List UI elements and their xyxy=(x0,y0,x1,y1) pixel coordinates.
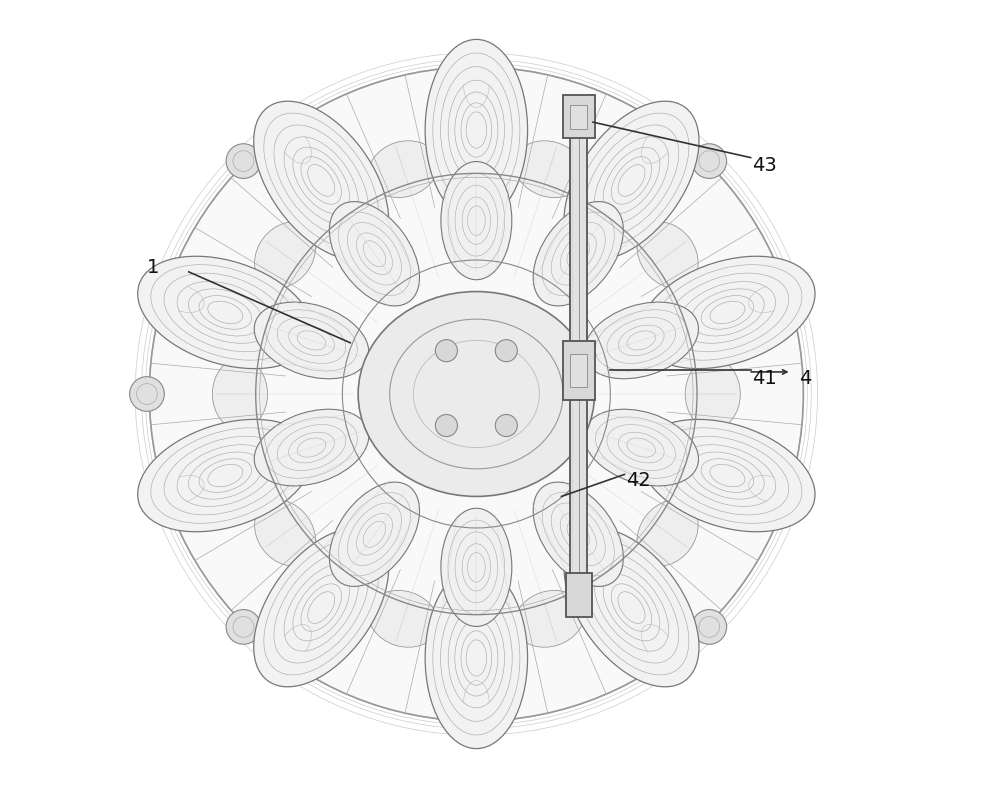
Ellipse shape xyxy=(441,162,512,280)
Ellipse shape xyxy=(640,256,815,369)
Ellipse shape xyxy=(637,222,698,288)
Ellipse shape xyxy=(495,340,517,362)
Bar xyxy=(570,105,587,128)
Ellipse shape xyxy=(564,101,699,260)
Ellipse shape xyxy=(692,143,727,178)
Bar xyxy=(570,354,587,387)
Text: 42: 42 xyxy=(626,471,651,490)
Ellipse shape xyxy=(435,414,457,437)
Ellipse shape xyxy=(640,419,815,532)
Ellipse shape xyxy=(369,141,438,198)
Ellipse shape xyxy=(459,47,494,82)
Ellipse shape xyxy=(584,302,699,379)
Text: 1: 1 xyxy=(147,258,159,277)
Ellipse shape xyxy=(369,590,438,647)
Bar xyxy=(563,340,595,400)
Ellipse shape xyxy=(441,508,512,626)
Ellipse shape xyxy=(254,302,369,379)
Text: 43: 43 xyxy=(752,156,777,175)
Ellipse shape xyxy=(149,67,803,721)
Ellipse shape xyxy=(459,706,494,741)
Ellipse shape xyxy=(255,222,316,288)
Ellipse shape xyxy=(692,610,727,645)
Bar xyxy=(566,574,592,616)
Ellipse shape xyxy=(533,482,623,586)
Ellipse shape xyxy=(564,528,699,687)
Ellipse shape xyxy=(425,39,528,221)
Bar xyxy=(570,102,587,607)
Ellipse shape xyxy=(533,202,623,306)
Text: 41: 41 xyxy=(752,369,777,388)
Ellipse shape xyxy=(254,101,389,260)
Ellipse shape xyxy=(255,500,316,566)
Ellipse shape xyxy=(425,567,528,749)
Ellipse shape xyxy=(329,482,420,586)
Text: 4: 4 xyxy=(799,369,812,388)
Ellipse shape xyxy=(226,143,261,178)
Ellipse shape xyxy=(329,202,420,306)
Ellipse shape xyxy=(435,340,457,362)
Ellipse shape xyxy=(254,409,369,486)
Ellipse shape xyxy=(515,590,584,647)
Ellipse shape xyxy=(138,419,313,532)
Bar xyxy=(563,95,595,139)
Ellipse shape xyxy=(226,610,261,645)
Ellipse shape xyxy=(212,359,268,429)
Ellipse shape xyxy=(685,359,740,429)
Ellipse shape xyxy=(515,141,584,198)
Ellipse shape xyxy=(495,414,517,437)
Ellipse shape xyxy=(138,256,313,369)
Ellipse shape xyxy=(254,528,389,687)
Ellipse shape xyxy=(130,377,164,411)
Ellipse shape xyxy=(358,292,595,496)
Ellipse shape xyxy=(637,500,698,566)
Ellipse shape xyxy=(584,409,699,486)
